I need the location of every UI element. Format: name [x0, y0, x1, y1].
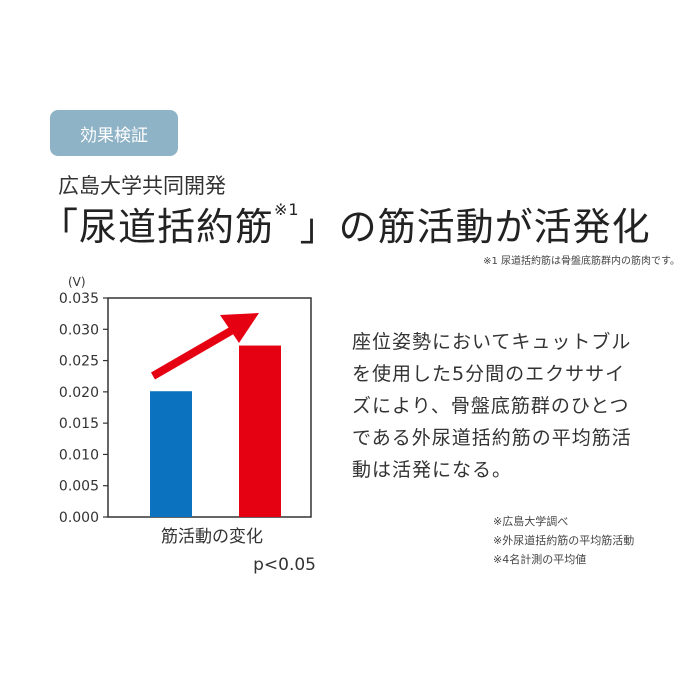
note: ※外尿道括約筋の平均筋活動	[493, 534, 635, 547]
plot-frame	[107, 297, 312, 518]
title-sup: ※1	[274, 200, 300, 219]
notes: ※広島大学調べ ※外尿道括約筋の平均筋活動 ※4名計測の平均値	[493, 512, 634, 569]
y-unit-label: (V)	[68, 275, 86, 289]
y-tick-label: 0.000	[59, 510, 99, 526]
note: ※4名計測の平均値	[493, 553, 587, 566]
y-tick-label: 0.035	[59, 291, 99, 307]
body-line: ズにより、骨盤底筋群のひとつ	[352, 395, 630, 417]
title-pre: 「尿道括約筋	[40, 205, 275, 249]
y-tick-label: 0.030	[59, 322, 99, 338]
body-line: を使用した5分間のエクササイ	[352, 363, 626, 385]
body-line: 動は活発になる。	[352, 459, 513, 481]
title-post: 」の筋活動が活発化	[299, 205, 651, 249]
body-line: である外尿道括約筋の平均筋活	[352, 427, 632, 449]
bar	[239, 345, 281, 517]
y-tick-label: 0.010	[59, 447, 99, 463]
bar	[150, 391, 192, 517]
y-tick-label: 0.020	[59, 385, 99, 401]
footnote-1: ※1 尿道括約筋は骨盤底筋群内の筋肉です。	[483, 256, 680, 267]
badge-label: 効果検証	[50, 110, 178, 156]
x-axis-label: 筋活動の変化	[161, 527, 263, 547]
trend-arrow-shaft	[150, 324, 239, 380]
page-title: 「尿道括約筋※1」の筋活動が活発化	[40, 196, 651, 251]
body-text: 座位姿勢においてキュットブル を使用した5分間のエクササイ ズにより、骨盤底筋群…	[352, 326, 632, 486]
body-line: 座位姿勢においてキュットブル	[352, 331, 632, 353]
y-tick-label: 0.005	[59, 479, 99, 495]
significance-annotation: p<0.05	[253, 555, 316, 575]
y-tick-label: 0.015	[59, 416, 99, 432]
note: ※広島大学調べ	[493, 515, 569, 528]
trend-arrow-head	[220, 313, 259, 343]
y-tick-label: 0.025	[59, 354, 99, 370]
subtitle: 広島大学共同開発	[58, 174, 226, 198]
